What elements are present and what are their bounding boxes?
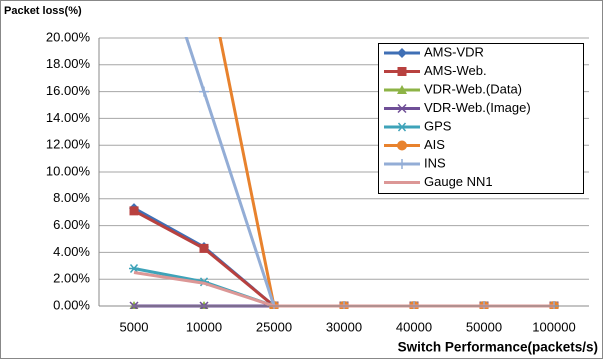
legend-box [378, 43, 584, 194]
marker [397, 122, 407, 132]
y-tick-label: 6.00% [53, 217, 90, 232]
x-tick-label: 100000 [532, 319, 575, 334]
x-tick-label: 25000 [256, 319, 292, 334]
legend-label: VDR-Web.(Data) [424, 81, 522, 96]
legend-label: AIS [424, 137, 445, 152]
x-tick-label: 50000 [466, 319, 502, 334]
x-tick-label: 10000 [186, 319, 222, 334]
marker [397, 103, 407, 114]
y-axis-title: Packet loss(%) [4, 5, 82, 17]
y-tick-label: 14.00% [46, 110, 91, 125]
legend: AMS-VDR AMS-Web. VDR-Web.(Data) VDR-Web.(Im… [378, 43, 584, 194]
y-tick-label: 18.00% [46, 56, 91, 71]
y-tick-label: 0.00% [53, 297, 90, 312]
x-tick-label: 5000 [120, 319, 149, 334]
marker [129, 263, 139, 273]
marker [129, 206, 139, 216]
x-tick-label: 40000 [396, 319, 432, 334]
y-tick-label: 8.00% [53, 190, 90, 205]
marker [397, 140, 407, 151]
x-tick-label: 30000 [326, 319, 362, 334]
legend-label: AMS-VDR [424, 44, 484, 59]
x-axis-title: Switch Performance(packets/s) [398, 340, 598, 355]
marker [397, 67, 407, 76]
marker [397, 85, 407, 94]
y-tick-label: 16.00% [46, 83, 91, 98]
y-tick-label: 2.00% [53, 271, 90, 286]
legend-label: AMS-Web. [424, 63, 487, 78]
marker [199, 86, 209, 97]
legend-label: GPS [424, 118, 452, 133]
y-tick-label: 12.00% [46, 137, 91, 152]
legend-label: Gauge NN1 [424, 174, 493, 189]
legend-label: INS [424, 155, 446, 170]
marker [199, 243, 209, 253]
y-tick-label: 10.00% [46, 163, 91, 178]
y-tick-label: 4.00% [53, 244, 90, 259]
y-tick-label: 20.00% [46, 29, 91, 44]
marker [397, 159, 407, 169]
marker [397, 48, 407, 58]
legend-label: VDR-Web.(Image) [424, 100, 531, 115]
